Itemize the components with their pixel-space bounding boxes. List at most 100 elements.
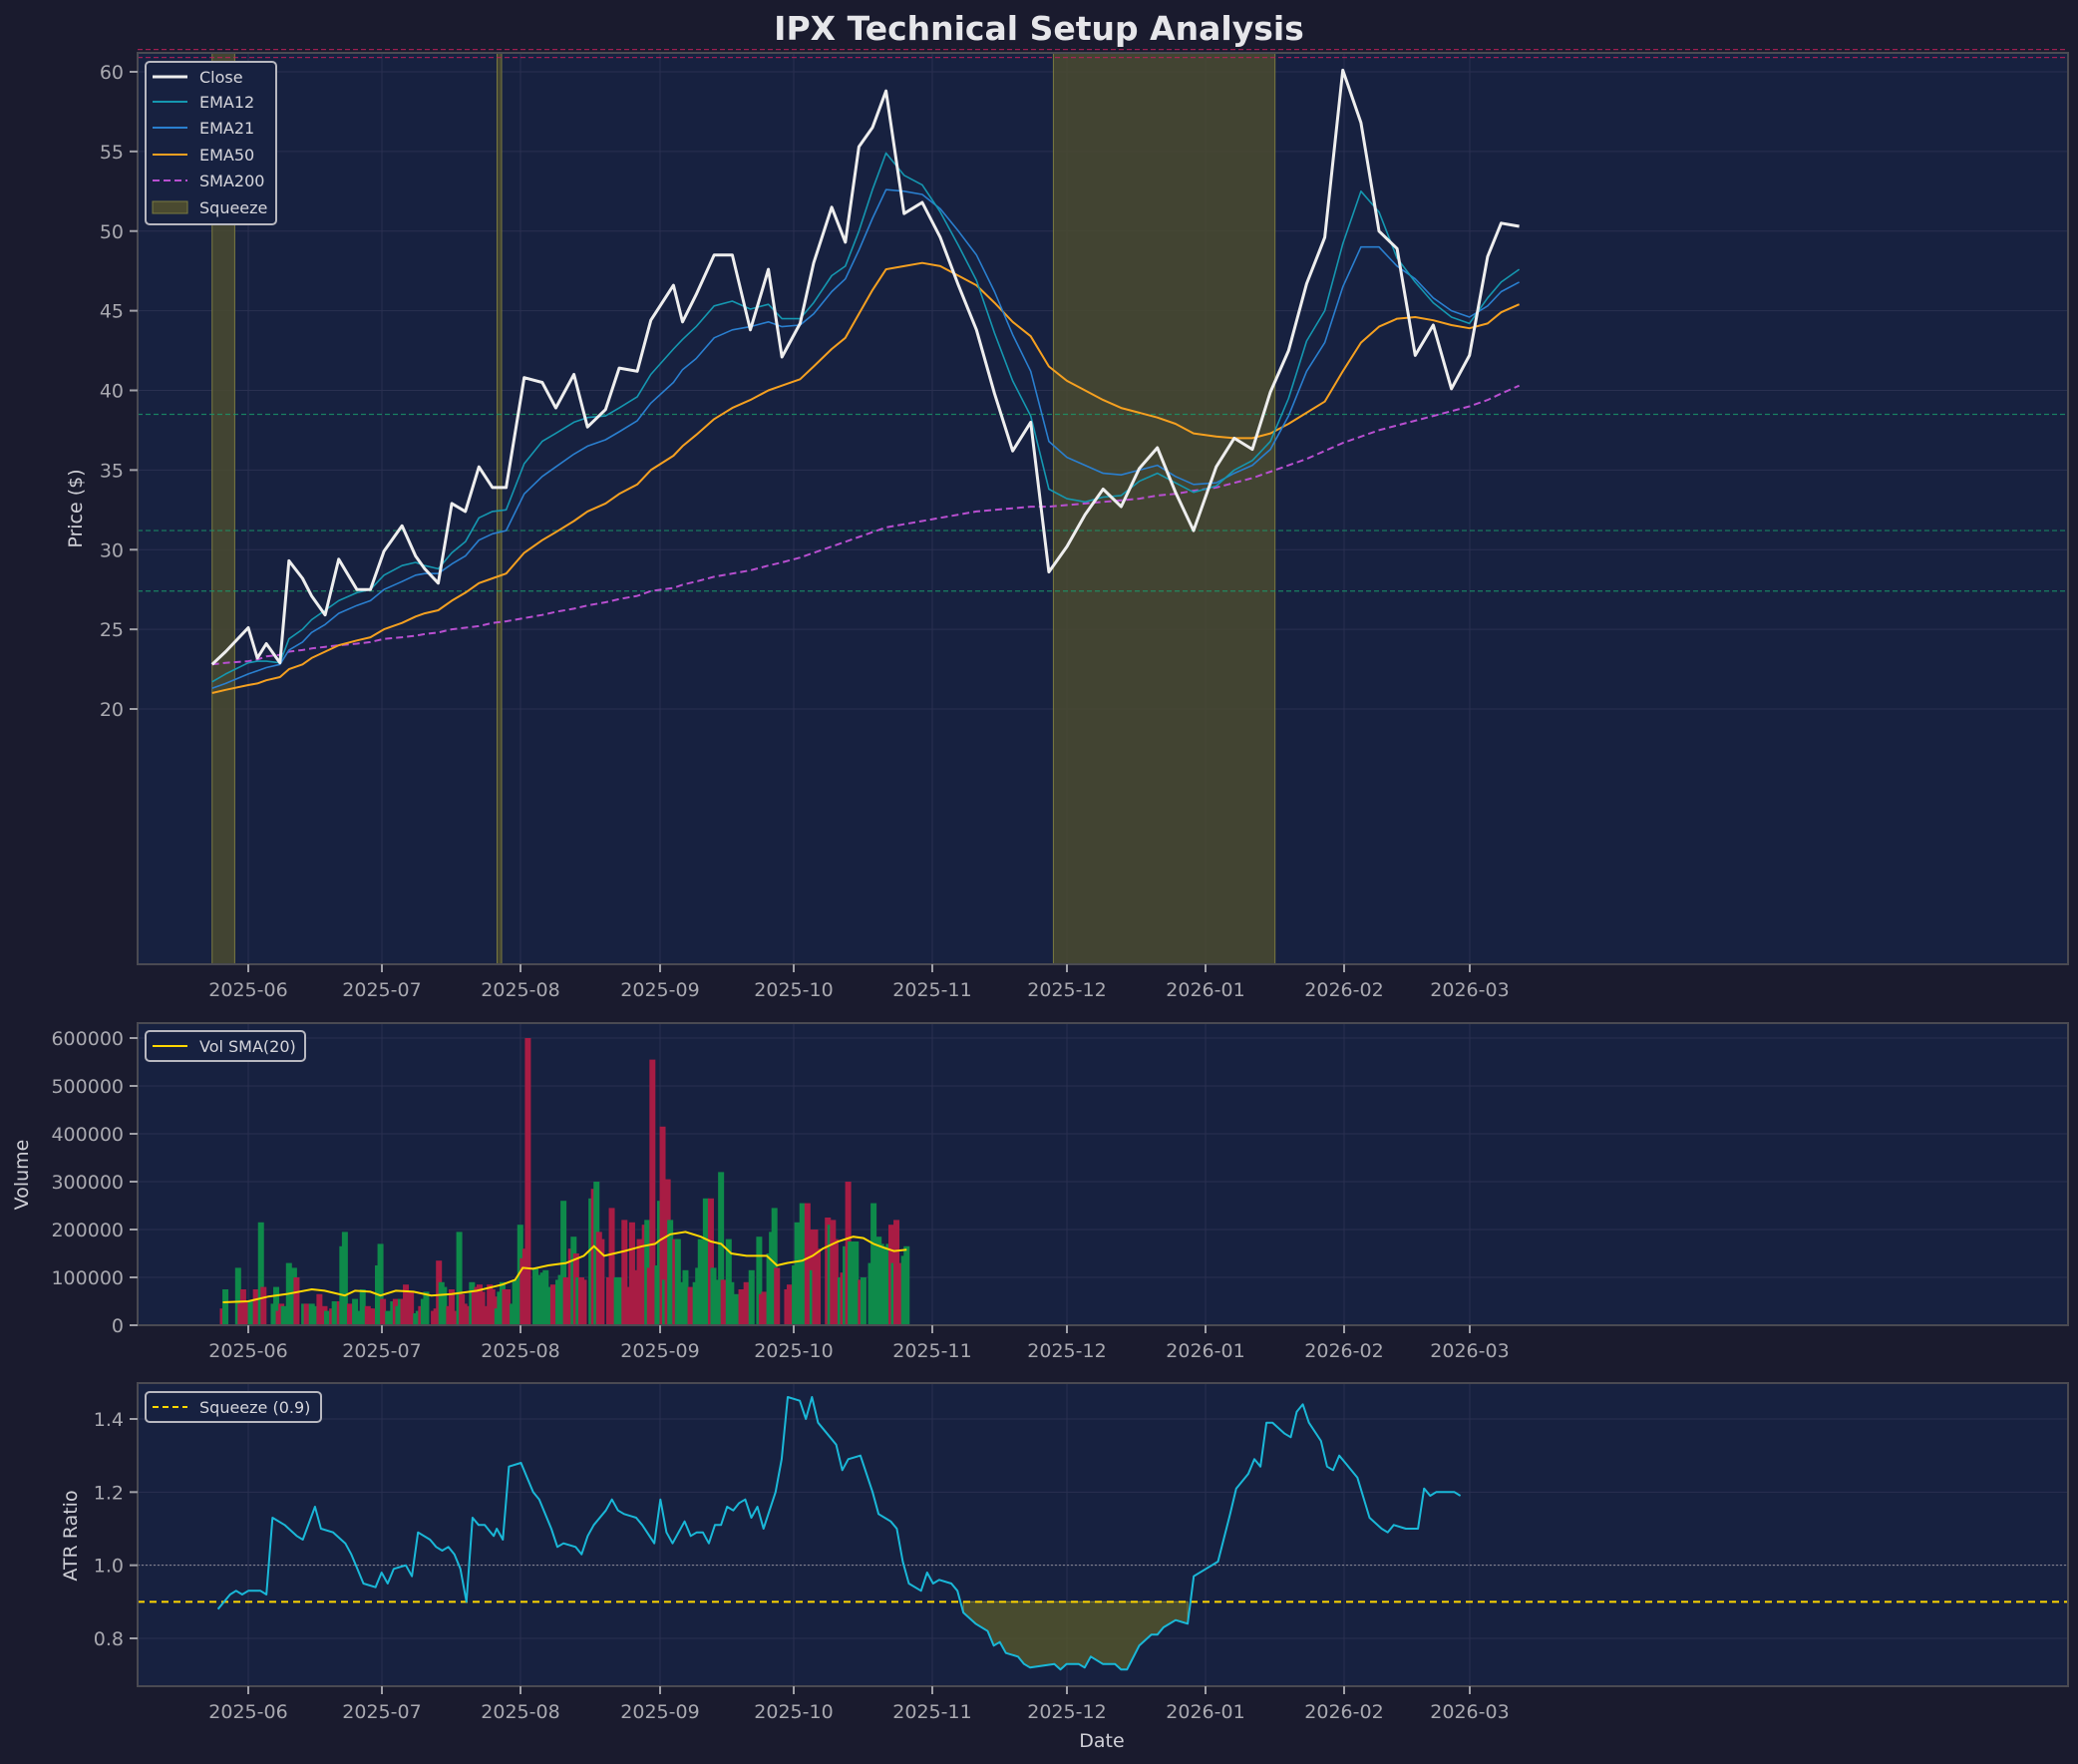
y-tick-label: 30 [100, 539, 124, 561]
volume-legend-box [145, 1030, 306, 1062]
price-lines [210, 68, 1521, 694]
volume-bar-up [324, 1310, 331, 1325]
volume-bar-up [697, 1238, 704, 1325]
y-tick-label: 200000 [51, 1220, 124, 1241]
volume-bar-down [464, 1305, 471, 1325]
x-tick-label: 2026-01 [1166, 1701, 1244, 1723]
volume-bar-down [631, 1269, 638, 1325]
price-x-axis: 2025-06 2025-07 2025-08 2025-09 2025-10 2025-… [208, 964, 1510, 1001]
price-levels [138, 49, 2068, 592]
ema12-line [211, 152, 1521, 683]
y-tick-label: 1.2 [94, 1482, 124, 1504]
volume-bar-up [860, 1277, 866, 1325]
x-tick-label: 2025-09 [620, 979, 699, 1001]
volume-frame [137, 1022, 2069, 1326]
volume-bar-up [385, 1310, 392, 1325]
x-tick-label: 2025-07 [342, 1340, 421, 1362]
volume-bar-up [756, 1236, 763, 1325]
volume-bar-down [832, 1238, 839, 1325]
volume-plot-area [138, 1023, 2068, 1325]
volume-bar-up [234, 1267, 241, 1325]
legend-sma200-label: SMA200 [199, 172, 264, 190]
x-tick-label: 2025-07 [342, 1701, 421, 1723]
volume-bar-down [659, 1126, 666, 1325]
x-tick-label: 2025-12 [1027, 1701, 1106, 1723]
x-tick-label: 2025-10 [754, 979, 833, 1001]
y-tick-label: 40 [100, 381, 124, 403]
ema50-line [211, 261, 1521, 694]
x-tick-label: 2026-02 [1304, 1701, 1383, 1723]
legend-ema50-label: EMA50 [199, 146, 254, 165]
volume-bar-down [316, 1293, 323, 1325]
x-tick-label: 2026-03 [1430, 979, 1509, 1001]
volume-bar-down [260, 1286, 267, 1325]
volume-bar-up [512, 1279, 519, 1325]
volume-bar-up [331, 1301, 338, 1325]
atr-legend: Squeeze (0.9) [145, 1391, 322, 1423]
volume-y-label: Volume [11, 1140, 33, 1211]
price-y-axis: 20 25 30 35 40 45 50 55 60 [100, 62, 138, 721]
volume-bar-up [377, 1243, 384, 1325]
volume-bar-down [369, 1308, 376, 1325]
volume-bar-down [408, 1291, 415, 1325]
squeeze-zone [496, 52, 503, 965]
volume-bar-up [718, 1172, 725, 1325]
x-tick-label: 2026-03 [1430, 1340, 1509, 1362]
x-tick-label: 2025-10 [754, 1340, 833, 1362]
volume-bar-up [616, 1277, 623, 1325]
x-axis-label: Date [1079, 1730, 1124, 1752]
atr-y-label: ATR Ratio [60, 1490, 82, 1581]
sma200-line [211, 384, 1521, 666]
volume-bar-up [677, 1281, 684, 1325]
volume-bar-up [247, 1301, 254, 1325]
y-tick-label: 600000 [51, 1028, 124, 1050]
volume-bar-down [505, 1289, 512, 1325]
x-tick-label: 2025-08 [481, 1701, 559, 1723]
volume-bar-down [815, 1248, 822, 1325]
atr-line [216, 1396, 1462, 1671]
volume-bar-down [598, 1238, 605, 1325]
price-legend: Close EMA12 EMA21 EMA50 SMA200 Squeeze [145, 61, 277, 225]
volume-bar-down [293, 1277, 300, 1325]
volume-bar-up [423, 1291, 430, 1325]
volume-bar-up [771, 1208, 778, 1325]
volume-bar-down [895, 1262, 902, 1325]
y-tick-label: 55 [100, 142, 124, 164]
volume-bar-up [354, 1310, 361, 1325]
volume-bar-up [441, 1286, 448, 1325]
volume-bar-up [733, 1293, 740, 1325]
y-tick-label: 35 [100, 460, 124, 482]
x-tick-label: 2026-03 [1430, 1701, 1509, 1723]
volume-bar-up [280, 1305, 287, 1325]
volume-bar-up [273, 1286, 280, 1325]
y-tick-label: 500000 [51, 1076, 124, 1098]
volume-bar-down [621, 1220, 628, 1325]
volume-bar-down [482, 1305, 489, 1325]
volume-bar-up [311, 1305, 318, 1325]
volume-bar-up [542, 1269, 549, 1325]
close-line [210, 68, 1520, 666]
volume-sma-line [222, 1231, 907, 1303]
legend-squeeze-threshold-label: Squeeze (0.9) [199, 1398, 310, 1417]
volume-bar-up [456, 1232, 463, 1325]
volume-bar-down [761, 1291, 768, 1325]
y-tick-label: 1.0 [94, 1556, 124, 1578]
volume-bar-down [720, 1279, 727, 1325]
legend-volsma-label: Vol SMA(20) [199, 1037, 296, 1056]
x-tick-label: 2026-01 [1166, 1340, 1244, 1362]
volume-sma20-line [222, 1231, 907, 1303]
volume-bar-up [748, 1269, 755, 1325]
volume-bar-up [799, 1203, 806, 1325]
y-tick-label: 100000 [51, 1267, 124, 1289]
volume-bars [219, 1038, 910, 1325]
volume-bar-down [580, 1279, 587, 1325]
x-tick-label: 2025-11 [892, 979, 971, 1001]
legend-ema12-label: EMA12 [199, 93, 254, 112]
x-tick-label: 2026-02 [1304, 979, 1383, 1001]
volume-bar-up [682, 1269, 689, 1325]
x-tick-label: 2025-12 [1027, 979, 1106, 1001]
volume-bar-down [743, 1281, 750, 1325]
x-tick-label: 2026-02 [1304, 1340, 1383, 1362]
